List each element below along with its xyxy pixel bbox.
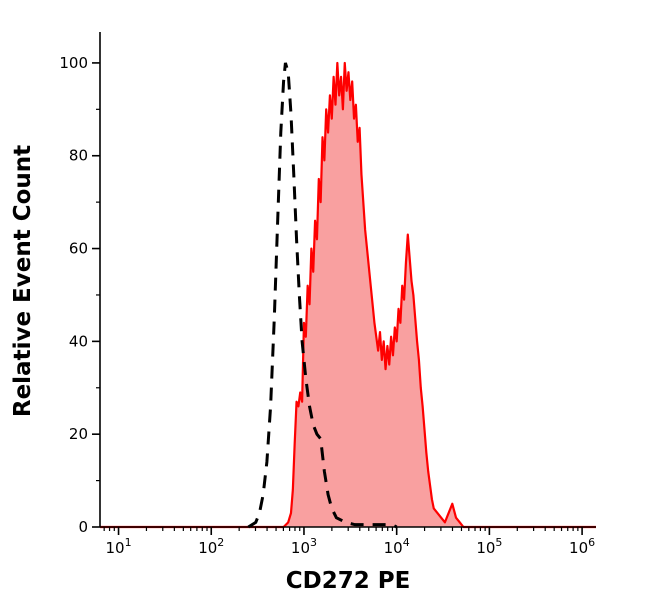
x-tick-label: 101 (105, 536, 131, 557)
x-tick-label: 104 (384, 536, 410, 557)
red-histogram-fill (100, 62, 596, 528)
x-tick-label: 103 (291, 536, 317, 557)
x-tick-label: 105 (476, 536, 502, 557)
x-axis-title: CD272 PE (286, 568, 411, 594)
y-tick-label: 60 (69, 240, 88, 258)
y-tick-label: 20 (69, 425, 88, 443)
y-axis-title: Relative Event Count (10, 145, 36, 417)
red-histogram-outline (100, 61, 596, 529)
x-tick-label: 106 (569, 536, 595, 557)
x-tick-label: 102 (198, 536, 224, 557)
y-tick-label: 0 (78, 518, 88, 536)
dashed-control-curve (247, 62, 398, 529)
y-tick-label: 80 (69, 147, 88, 165)
y-tick-label: 100 (59, 54, 88, 72)
y-tick-label: 40 (69, 332, 88, 350)
